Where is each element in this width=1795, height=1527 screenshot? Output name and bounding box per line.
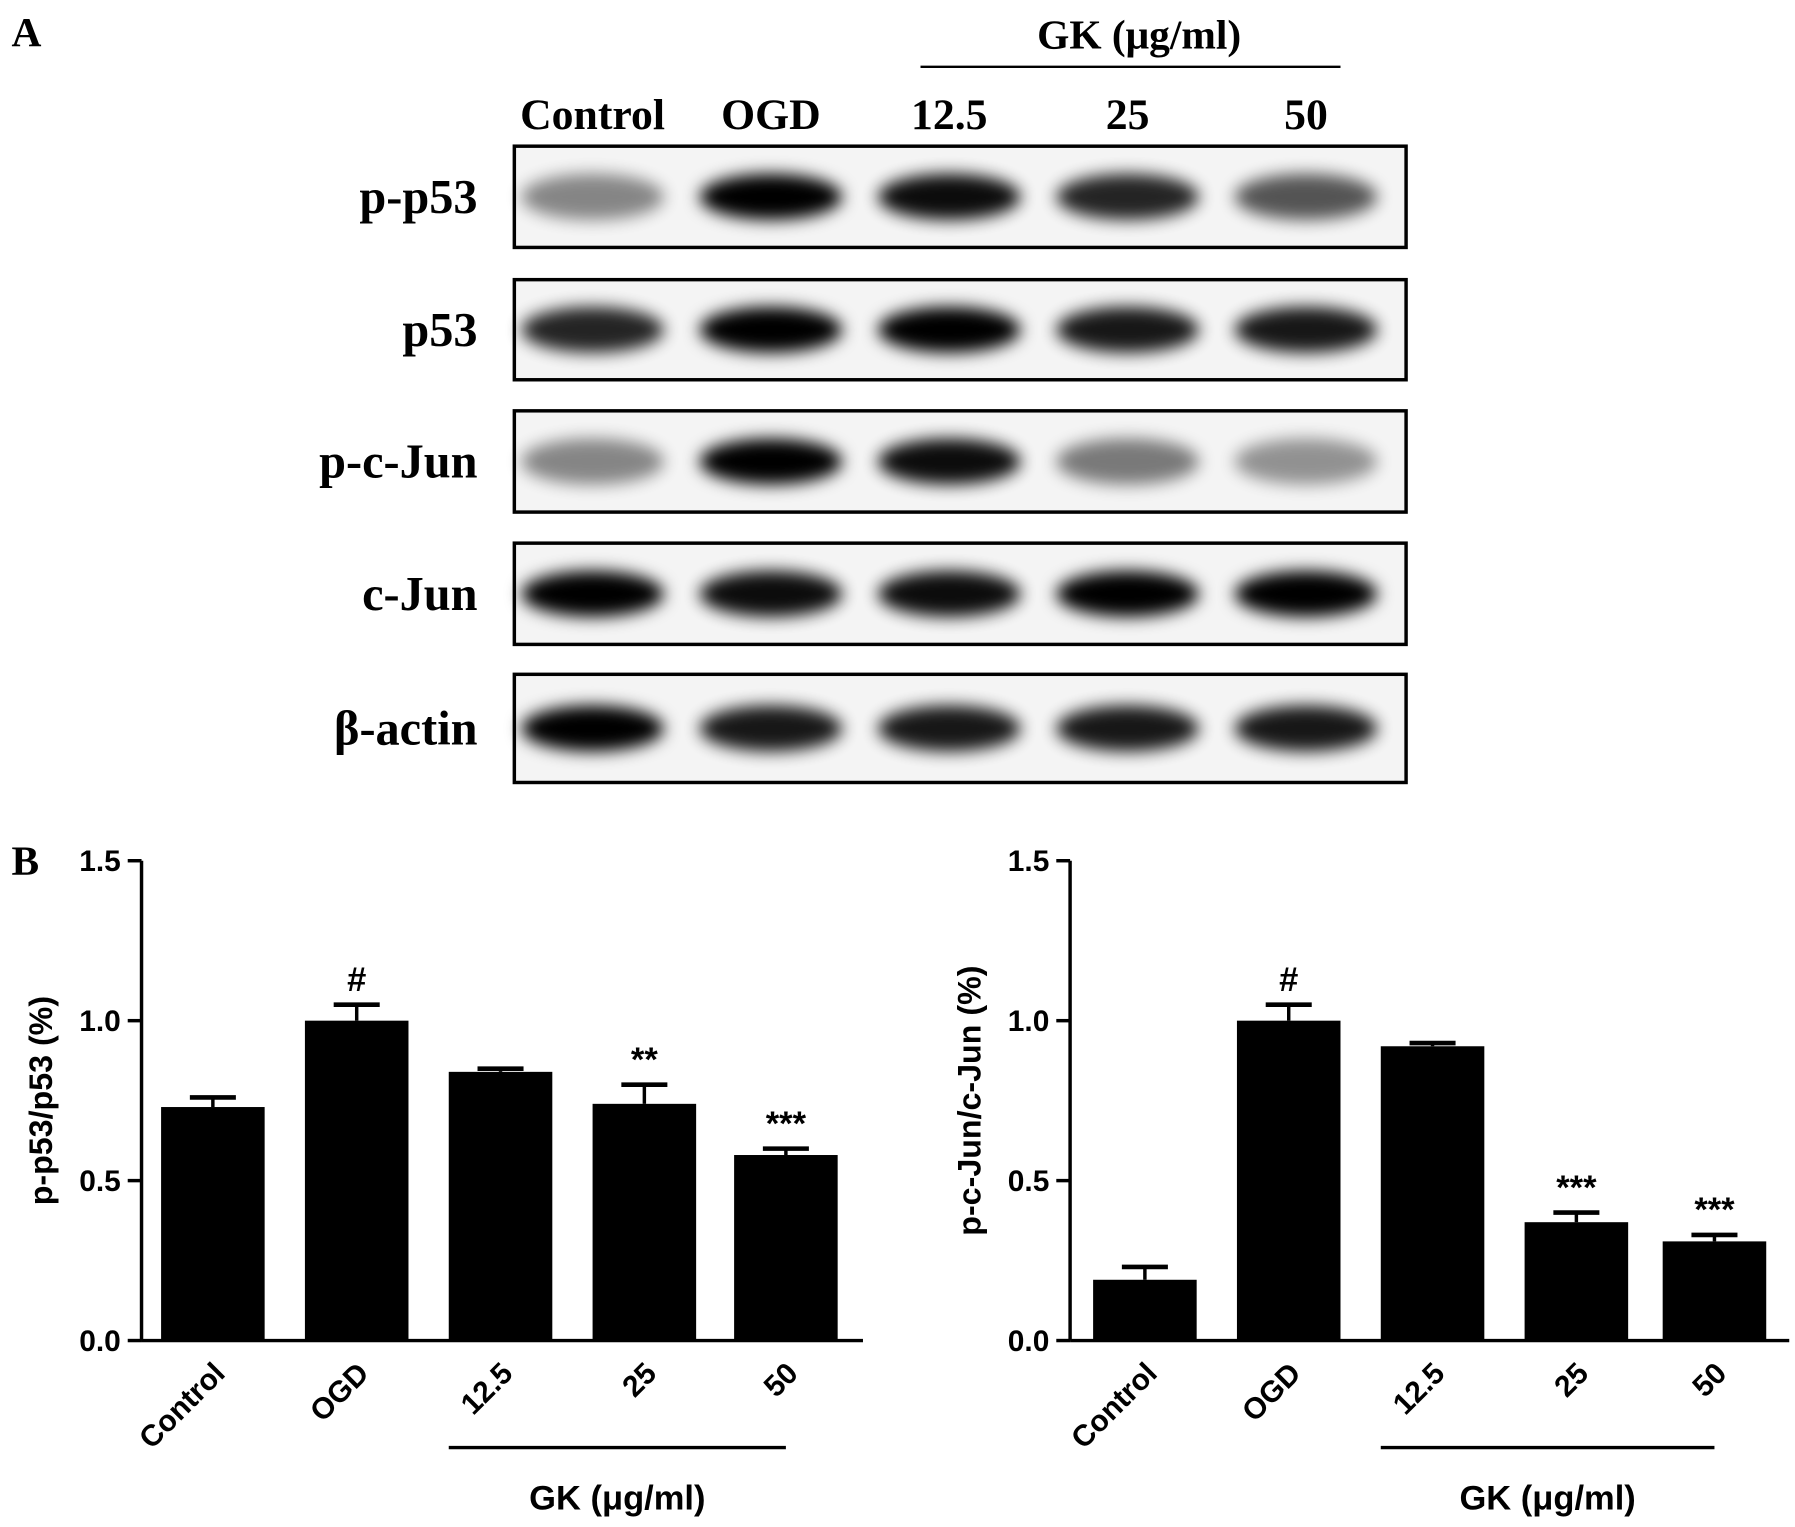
blot-band [877,705,1021,752]
group-label: GK (μg/ml) [1037,11,1241,58]
lane-label: 50 [1284,91,1328,139]
x-tick-label: OGD [304,1357,376,1429]
group-label: GK (μg/ml) [1459,1480,1635,1518]
row-label: p-c-Jun [319,436,478,489]
blot-band [1056,438,1199,485]
blot-band [521,306,664,353]
panel-label: A [12,9,42,55]
blot-band [877,570,1021,617]
bar [304,1020,409,1341]
bar [448,1071,553,1341]
blot-band [1234,173,1378,220]
blot-band [1056,306,1199,353]
x-tick-label: 25 [616,1357,663,1404]
blot-band [699,705,843,752]
x-tick-label: 50 [758,1357,805,1404]
bar [592,1103,697,1341]
bar [1524,1222,1629,1341]
y-tick-label: 1.5 [1008,845,1050,878]
blot-band [699,438,843,485]
bar [161,1107,265,1341]
blot-band [1234,705,1378,752]
row-label: p-p53 [359,171,477,224]
blot-band [699,306,843,353]
y-tick-label: 1.0 [1008,1005,1050,1038]
x-tick-label: 12.5 [1387,1357,1452,1422]
bar [1380,1046,1485,1341]
significance-mark: # [1279,961,1298,999]
lane-label: Control [520,91,665,139]
blot-band [1234,306,1378,353]
y-axis-label: p-p53/p53 (%) [23,996,59,1205]
blot-band [877,173,1021,220]
blot-band [877,438,1021,485]
blot-band [699,173,843,220]
significance-mark: *** [766,1105,807,1143]
y-tick-label: 1.5 [79,845,121,878]
y-tick-label: 0.0 [1008,1325,1050,1358]
y-axis-label: p-c-Jun/c-Jun (%) [951,966,987,1236]
lane-label: 12.5 [911,91,988,139]
bar [1236,1020,1341,1341]
blot-band [1056,173,1199,220]
blot-band [521,570,664,617]
x-tick-label: Control [133,1357,232,1456]
significance-mark: # [347,961,366,999]
blot-band [1234,570,1378,617]
y-tick-label: 0.5 [1008,1165,1050,1198]
panel-label: B [12,838,40,884]
blot-band [877,306,1021,353]
bar [1093,1279,1197,1341]
bar [734,1155,838,1341]
bar [1662,1241,1767,1341]
row-label: β-actin [334,703,478,756]
significance-mark: *** [1556,1169,1597,1207]
y-tick-label: 1.0 [79,1005,121,1038]
x-tick-label: Control [1065,1357,1164,1456]
blot-band [1056,705,1199,752]
x-tick-label: 12.5 [455,1357,520,1422]
blot-band [521,438,664,485]
significance-mark: *** [1694,1191,1735,1229]
row-label: c-Jun [362,568,478,621]
x-tick-label: OGD [1236,1357,1308,1429]
blot-band [699,570,843,617]
x-tick-label: 50 [1686,1357,1733,1404]
x-tick-label: 25 [1548,1357,1595,1404]
blot-band [1234,438,1378,485]
significance-mark: ** [631,1041,658,1079]
blot-band [521,173,664,220]
blot-band [1056,570,1199,617]
group-label: GK (μg/ml) [529,1480,705,1518]
lane-label: 25 [1106,91,1150,139]
y-tick-label: 0.0 [79,1325,121,1358]
row-label: p53 [402,304,477,357]
lane-label: OGD [721,91,821,139]
blot-band [521,705,664,752]
y-tick-label: 0.5 [79,1165,121,1198]
